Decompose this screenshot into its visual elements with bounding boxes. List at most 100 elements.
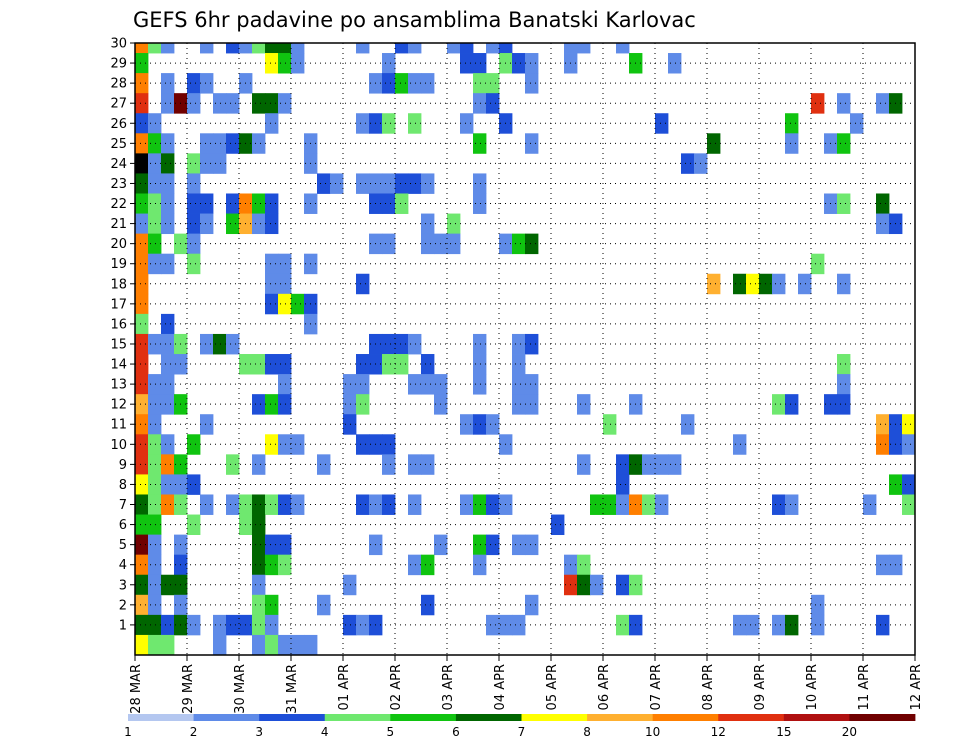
colorbar-label: 3 xyxy=(255,725,263,739)
heatmap-cell xyxy=(473,354,487,375)
heatmap-cell xyxy=(356,434,370,455)
heatmap-cell xyxy=(161,313,175,335)
heatmap-cell xyxy=(512,614,526,636)
heatmap-cell xyxy=(460,113,474,134)
heatmap-cell xyxy=(837,374,851,395)
heatmap-cell xyxy=(135,233,149,255)
heatmap-cell xyxy=(655,494,669,515)
heatmap-cell xyxy=(460,43,474,54)
heatmap-cell xyxy=(733,434,747,455)
heatmap-cell xyxy=(590,574,604,596)
heatmap-cell xyxy=(135,113,149,134)
heatmap-cell xyxy=(265,614,279,636)
heatmap-cell xyxy=(525,534,539,556)
heatmap-cell xyxy=(382,73,396,94)
x-tick-label: 11 APR xyxy=(857,664,872,710)
colorbar-swatch xyxy=(193,714,260,721)
heatmap-cell xyxy=(161,43,175,54)
heatmap-cell xyxy=(616,494,630,515)
colorbar-label: 12 xyxy=(711,725,726,739)
heatmap-cell xyxy=(135,474,149,495)
heatmap-cell xyxy=(226,43,240,54)
heatmap-cell xyxy=(265,193,279,214)
heatmap-cell xyxy=(135,354,149,375)
heatmap-cell xyxy=(746,273,760,295)
heatmap-cell xyxy=(135,153,149,174)
heatmap-cell xyxy=(187,93,201,114)
heatmap-cell xyxy=(252,494,266,515)
heatmap-cell xyxy=(291,434,305,455)
x-tick-label: 10 APR xyxy=(805,664,820,710)
colorbar-label: 4 xyxy=(321,725,329,739)
y-tick-label: 9 xyxy=(119,458,127,473)
colorbar-swatch xyxy=(390,714,457,721)
chart-title: GEFS 6hr padavine po ansamblima Banatski… xyxy=(133,8,696,32)
heatmap-cell xyxy=(330,173,344,194)
heatmap-cell xyxy=(408,73,422,94)
heatmap-cell xyxy=(148,113,162,134)
x-tick-label: 28 MAR xyxy=(129,664,144,714)
heatmap-cell xyxy=(265,534,279,556)
y-tick-label: 20 xyxy=(110,237,127,252)
heatmap-cell xyxy=(226,213,240,235)
heatmap-cell xyxy=(486,93,500,114)
heatmap-cell xyxy=(382,354,396,375)
heatmap-cell xyxy=(187,434,201,455)
heatmap-cell xyxy=(811,93,825,114)
colorbar-swatch xyxy=(783,714,850,721)
y-tick-label: 1 xyxy=(119,618,127,633)
heatmap-cell xyxy=(265,394,279,415)
heatmap-cell xyxy=(265,554,279,576)
heatmap-cell xyxy=(148,374,162,395)
y-tick-label: 13 xyxy=(110,378,127,393)
heatmap-cell xyxy=(265,494,279,515)
heatmap-cell xyxy=(161,574,175,596)
heatmap-cell xyxy=(278,554,292,576)
heatmap-cell xyxy=(187,253,201,275)
heatmap-cell xyxy=(148,173,162,194)
heatmap-cell xyxy=(200,333,214,355)
heatmap-cell xyxy=(447,213,461,235)
x-tick-label: 01 APR xyxy=(337,664,352,710)
heatmap-cell xyxy=(265,293,279,315)
heatmap-cell xyxy=(135,374,149,395)
heatmap-cell xyxy=(525,53,539,74)
heatmap-cell xyxy=(278,53,292,74)
colorbar-swatch xyxy=(455,714,522,721)
heatmap-cell xyxy=(135,133,149,154)
heatmap-cell xyxy=(486,534,500,556)
heatmap-cell xyxy=(902,434,916,455)
heatmap-cell xyxy=(278,273,292,295)
heatmap-cell xyxy=(265,634,279,656)
heatmap-cell xyxy=(473,193,487,214)
heatmap-cell xyxy=(148,153,162,174)
heatmap-cell xyxy=(135,193,149,214)
heatmap-cell xyxy=(811,253,825,275)
heatmap-cell xyxy=(252,614,266,636)
heatmap-cell xyxy=(473,494,487,515)
heatmap-cell xyxy=(486,494,500,515)
y-tick-label: 22 xyxy=(110,197,127,212)
heatmap-cell xyxy=(135,213,149,235)
heatmap-cell xyxy=(135,173,149,194)
heatmap-cell xyxy=(772,394,786,415)
colorbar-label: 1 xyxy=(124,725,132,739)
heatmap-cell xyxy=(785,394,799,415)
heatmap-cell xyxy=(278,374,292,395)
heatmap-cell xyxy=(148,233,162,255)
heatmap-cell xyxy=(278,434,292,455)
heatmap-cell xyxy=(421,233,435,255)
heatmap-cell xyxy=(876,414,890,435)
heatmap-cell xyxy=(252,394,266,415)
heatmap-cell xyxy=(252,574,266,596)
x-tick-label: 12 APR xyxy=(909,664,924,710)
colorbar-label: 6 xyxy=(452,725,460,739)
heatmap-cell xyxy=(577,554,591,576)
heatmap-cell xyxy=(356,614,370,636)
heatmap-cell xyxy=(265,253,279,275)
heatmap-cell xyxy=(668,53,682,74)
heatmap-cell xyxy=(148,574,162,596)
heatmap-cell xyxy=(265,43,279,54)
heatmap-cell xyxy=(837,394,851,415)
